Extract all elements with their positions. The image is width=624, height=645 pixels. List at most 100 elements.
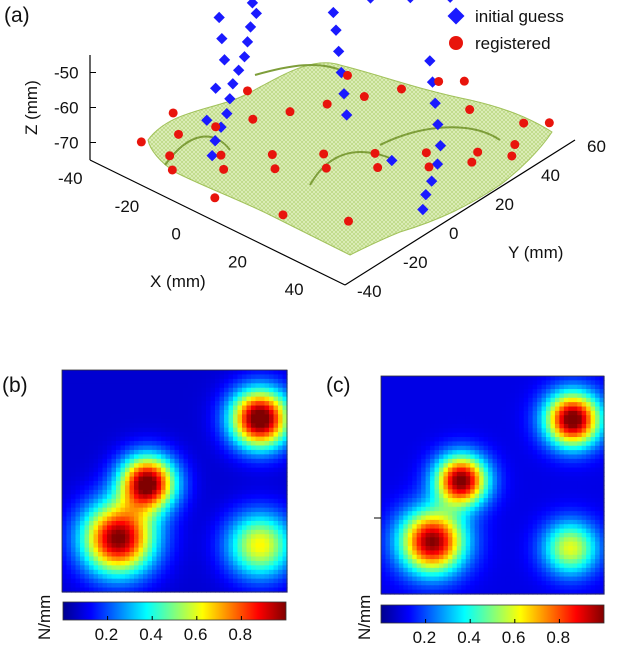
heatmap-cell <box>237 387 243 393</box>
heatmap-cell <box>129 463 135 469</box>
heatmap-cell <box>412 480 418 486</box>
heatmap-cell <box>496 471 503 477</box>
heatmap-cell <box>381 541 387 547</box>
heatmap-cell <box>438 572 445 578</box>
heatmap-cell <box>219 423 225 429</box>
heatmap-cell <box>479 532 485 538</box>
heatmap-cell <box>125 583 131 589</box>
registered-point <box>424 162 434 172</box>
heatmap-cell <box>381 450 387 456</box>
heatmap-cell <box>421 415 427 421</box>
heatmap-cell <box>595 376 601 381</box>
heatmap-cell <box>470 511 476 517</box>
heatmap-cell <box>492 498 498 504</box>
heatmap-cell <box>188 370 194 376</box>
heatmap-cell <box>134 525 140 531</box>
heatmap-cell <box>111 467 117 473</box>
heatmap-cell <box>572 428 578 434</box>
heatmap-cell <box>407 467 413 473</box>
colorbar-tick-label: 0.4 <box>139 625 163 644</box>
heatmap-cell <box>170 423 176 429</box>
heatmap-cell <box>84 516 90 522</box>
heatmap-cell <box>483 506 489 512</box>
heatmap-cell <box>183 569 189 575</box>
heatmap-cell <box>541 563 547 569</box>
heatmap-cell <box>116 547 122 553</box>
heatmap-cell <box>188 441 194 447</box>
heatmap-cell <box>165 414 171 420</box>
heatmap-cell <box>492 476 498 482</box>
heatmap-cell <box>523 471 529 477</box>
heatmap-cell <box>201 476 207 482</box>
heatmap-cell <box>563 515 569 521</box>
heatmap-cell <box>138 445 144 451</box>
heatmap-cell <box>590 410 596 416</box>
heatmap-cell <box>590 406 596 412</box>
heatmap-cell <box>242 472 248 478</box>
heatmap-cell <box>111 574 117 580</box>
heatmap-cell <box>403 567 409 573</box>
heatmap-cell <box>510 480 516 486</box>
heatmap-cell <box>143 534 149 540</box>
heatmap-cell <box>174 370 180 376</box>
heatmap-cell <box>179 574 185 580</box>
heatmap-cell <box>488 376 494 381</box>
heatmap-cell <box>147 374 153 380</box>
heatmap-cell <box>537 423 543 429</box>
heatmap-cell <box>102 525 108 531</box>
heatmap-cell <box>156 587 162 593</box>
heatmap-cell <box>269 578 275 584</box>
heatmap-cell <box>71 458 77 464</box>
heatmap-cell <box>546 541 552 547</box>
heatmap-cell <box>461 458 467 464</box>
heatmap-cell <box>129 489 135 495</box>
heatmap-cell <box>412 406 418 412</box>
heatmap-cell <box>264 383 270 389</box>
heatmap-cell <box>412 524 418 530</box>
heatmap-cell <box>242 432 248 438</box>
heatmap-cell <box>492 454 498 460</box>
heatmap-cell <box>430 467 436 473</box>
heatmap-cell <box>147 516 153 522</box>
heatmap-cell <box>519 498 525 504</box>
heatmap-cell <box>407 493 413 499</box>
heatmap-cell <box>98 485 104 491</box>
heatmap-cell <box>170 454 176 460</box>
heatmap-cell <box>430 454 436 460</box>
heatmap-cell <box>278 569 284 575</box>
heatmap-cell <box>116 427 122 433</box>
heatmap-cell <box>269 418 275 424</box>
heatmap-cell <box>75 378 81 384</box>
heatmap-cell <box>278 578 284 584</box>
heatmap-cell <box>201 578 207 584</box>
heatmap-cell <box>134 401 140 407</box>
heatmap-cell <box>430 541 436 547</box>
registered-point <box>168 108 178 118</box>
heatmap-cell <box>174 392 180 398</box>
heatmap-cell <box>201 454 207 460</box>
heatmap-cell <box>474 554 480 560</box>
heatmap-cell <box>479 380 485 386</box>
heatmap-cell <box>430 524 436 530</box>
heatmap-cell <box>389 559 395 565</box>
heatmap-cell <box>479 445 485 451</box>
heatmap-cell <box>143 436 149 442</box>
heatmap-cell <box>242 441 248 447</box>
heatmap-cell <box>264 552 270 558</box>
heatmap-cell <box>537 432 543 438</box>
heatmap-cell <box>559 550 565 556</box>
heatmap-cell <box>165 507 171 513</box>
heatmap-cell <box>192 574 198 580</box>
heatmap-cell <box>514 532 520 538</box>
heatmap-cell <box>206 481 212 487</box>
heatmap-cell <box>183 481 189 487</box>
heatmap-cell <box>381 393 387 399</box>
heatmap-cell <box>152 574 158 580</box>
heatmap-cell <box>519 576 525 582</box>
heatmap-cell <box>255 569 261 575</box>
heatmap-cell <box>66 476 72 482</box>
heatmap-cell <box>219 565 225 571</box>
heatmap-cell <box>237 587 243 593</box>
heatmap-cell <box>165 454 171 460</box>
heatmap-cell <box>546 437 552 442</box>
